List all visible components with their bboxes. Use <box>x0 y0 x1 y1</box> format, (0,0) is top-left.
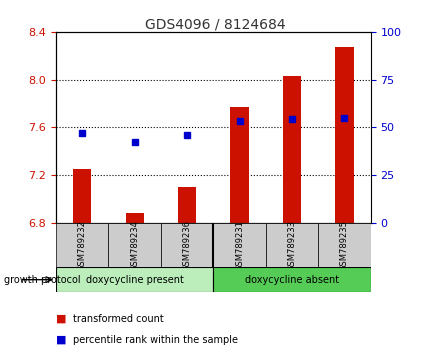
Bar <box>282 76 301 223</box>
Text: percentile rank within the sample: percentile rank within the sample <box>73 335 238 345</box>
FancyBboxPatch shape <box>213 267 370 292</box>
FancyBboxPatch shape <box>213 223 265 267</box>
Text: doxycycline present: doxycycline present <box>86 275 183 285</box>
FancyBboxPatch shape <box>317 223 370 267</box>
Bar <box>178 187 196 223</box>
Text: GSM789234: GSM789234 <box>130 220 139 270</box>
Text: GSM789231: GSM789231 <box>234 220 243 270</box>
Text: growth protocol: growth protocol <box>4 275 81 285</box>
Text: ■: ■ <box>56 335 66 345</box>
Text: GSM789235: GSM789235 <box>339 220 348 270</box>
Bar <box>230 107 248 223</box>
FancyBboxPatch shape <box>265 223 317 267</box>
Text: transformed count: transformed count <box>73 314 164 324</box>
FancyBboxPatch shape <box>56 267 213 292</box>
FancyBboxPatch shape <box>56 223 108 267</box>
Text: GDS4096 / 8124684: GDS4096 / 8124684 <box>145 18 285 32</box>
Text: GSM789236: GSM789236 <box>182 219 191 271</box>
Bar <box>335 47 353 223</box>
Text: GSM789232: GSM789232 <box>77 220 86 270</box>
FancyBboxPatch shape <box>108 223 160 267</box>
Bar <box>125 213 144 223</box>
Text: GSM789233: GSM789233 <box>287 219 296 271</box>
FancyBboxPatch shape <box>160 223 213 267</box>
Text: ■: ■ <box>56 314 66 324</box>
Bar <box>73 169 91 223</box>
Text: doxycycline absent: doxycycline absent <box>244 275 338 285</box>
